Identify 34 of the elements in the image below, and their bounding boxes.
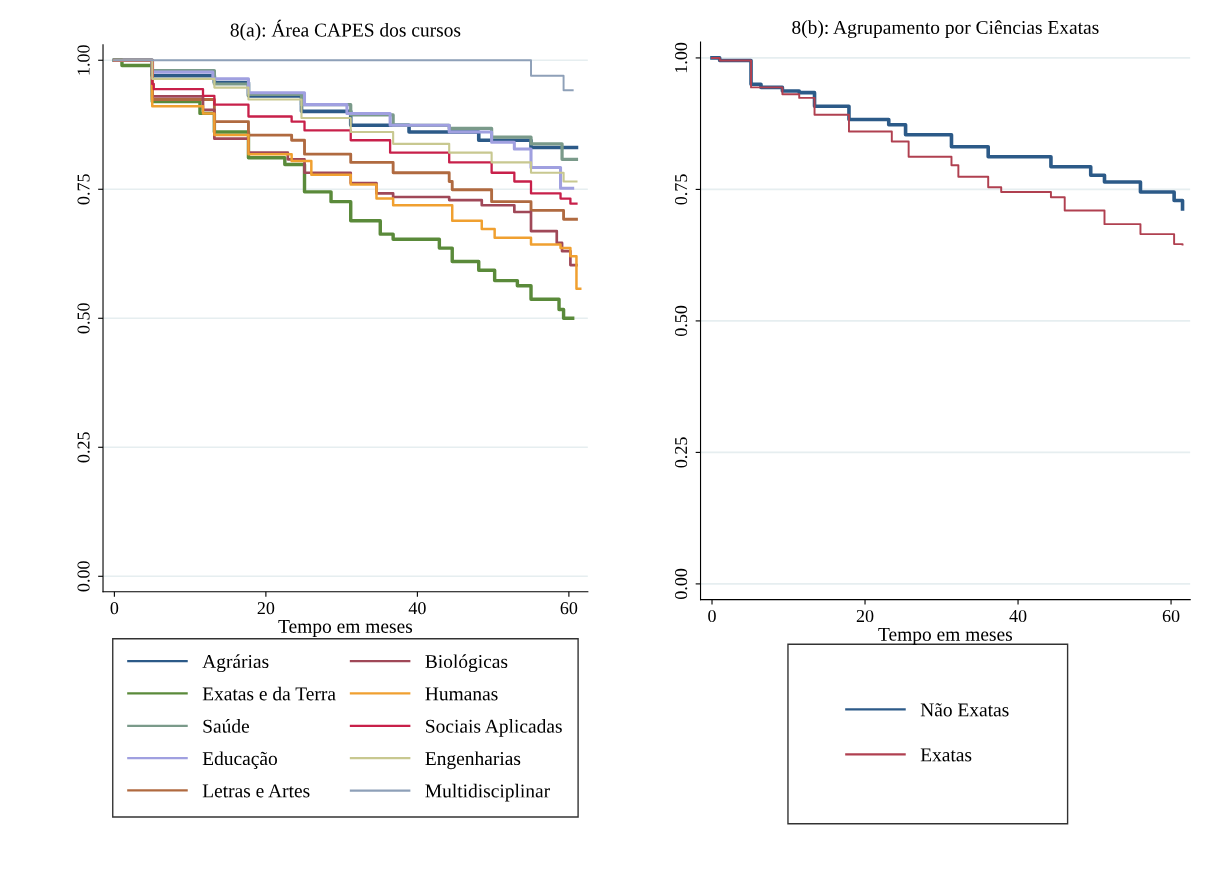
x-tick-label: 20 (856, 609, 874, 623)
legend-label: Exatas e da Terra (202, 686, 336, 701)
x-tick-label: 60 (560, 602, 578, 615)
legend-label: Saúde (203, 719, 250, 733)
legend-label: Exatas (920, 748, 972, 762)
x-axis-title: Tempo em meses (878, 627, 1013, 645)
y-tick-label: 1.00 (77, 45, 90, 75)
x-tick-label: 0 (708, 609, 716, 623)
y-tick-label: 0.75 (674, 174, 688, 205)
legend-label: Biológicas (425, 654, 508, 673)
x-tick-label: 0 (110, 602, 119, 615)
chart-title: 8(a): Área CAPES dos cursos (230, 19, 461, 41)
y-tick-label: 0.75 (77, 174, 90, 205)
legend-label: Engenharias (425, 751, 521, 770)
y-tick-label: 0.25 (77, 432, 90, 463)
y-tick-label: 0.50 (674, 305, 688, 337)
x-tick-label: 40 (1009, 609, 1027, 623)
legend-label: Agrárias (202, 654, 269, 673)
legend-label: Multidisciplinar (425, 783, 550, 802)
legend-label: Humanas (425, 687, 498, 701)
x-tick-label: 20 (257, 602, 275, 615)
x-tick-label: 40 (408, 602, 426, 615)
legend-label: Letras e Artes (202, 784, 310, 798)
y-tick-label: 0.50 (77, 303, 90, 334)
x-axis-title: Tempo em meses (278, 620, 413, 637)
y-tick-label: 0.00 (674, 568, 688, 600)
x-tick-label: 60 (1162, 609, 1180, 623)
y-tick-label: 1.00 (674, 42, 688, 73)
legend-label: Educação (202, 751, 278, 770)
legend-label: Não Exatas (920, 703, 1009, 717)
chart-title: 8(b): Agrupamento por Ciências Exatas (792, 20, 1099, 39)
legend-label: Sociais Aplicadas (426, 719, 562, 737)
y-tick-label: 0.00 (77, 561, 90, 592)
y-tick-label: 0.25 (674, 437, 688, 468)
